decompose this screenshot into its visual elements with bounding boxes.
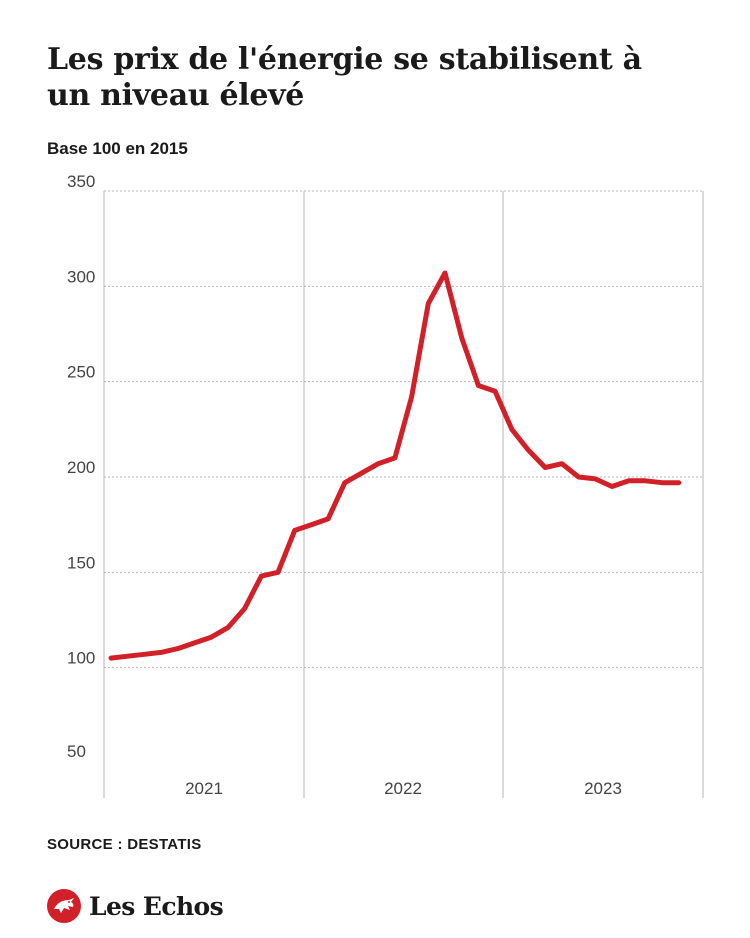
y-tick-label: 300 xyxy=(67,267,95,286)
brand: Les Echos xyxy=(47,888,224,924)
chart-title: Les prix de l'énergie se stabilisent à u… xyxy=(47,42,642,113)
y-tick-label: 200 xyxy=(67,458,95,477)
brand-name: Les Echos xyxy=(89,891,224,921)
chart-subtitle: Base 100 en 2015 xyxy=(47,139,188,158)
source-note: SOURCE : DESTATIS xyxy=(47,836,202,853)
y-tick-label: 150 xyxy=(67,553,95,572)
x-tick-label: 2022 xyxy=(384,779,422,798)
y-tick-label: 50 xyxy=(67,742,86,761)
x-tick-label: 2021 xyxy=(185,779,223,798)
y-tick-label: 350 xyxy=(67,172,95,191)
y-tick-label: 100 xyxy=(67,649,95,668)
y-tick-label: 250 xyxy=(67,363,95,382)
x-tick-label: 2023 xyxy=(584,779,622,798)
les-echos-logo-icon xyxy=(47,889,81,923)
line-chart: 50 100 150 200 250 300 350 2021 2022 2023 xyxy=(67,172,704,798)
energy-price-line xyxy=(108,270,682,661)
